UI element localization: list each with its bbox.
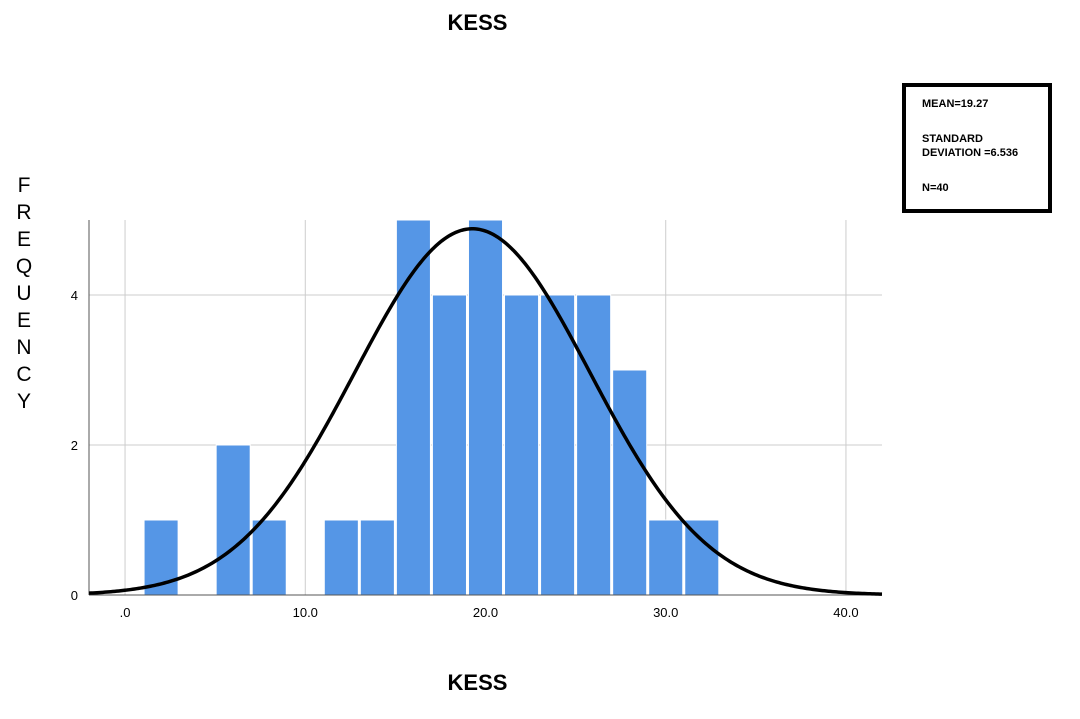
histogram-bar <box>215 444 251 596</box>
stats-std-line2: DEVIATION =6.536 <box>922 147 1019 159</box>
histogram-bar <box>612 369 648 596</box>
stats-mean: MEAN=19.27 <box>922 98 989 110</box>
histogram-bar <box>504 294 540 596</box>
histogram-bar <box>467 219 504 596</box>
histogram-bar <box>540 294 576 596</box>
y-axis-label-letter: R <box>16 201 32 224</box>
x-tick-label: 20.0 <box>473 605 498 620</box>
chart-title: KESS <box>447 10 508 35</box>
histogram-bar <box>648 519 684 596</box>
y-axis-label-letter: Q <box>15 255 33 278</box>
histogram-bar <box>395 219 431 596</box>
y-axis-label-letter: N <box>16 336 32 359</box>
x-tick-label: 10.0 <box>293 605 318 620</box>
y-tick-label: 2 <box>71 438 78 453</box>
x-tick-label: 40.0 <box>833 605 858 620</box>
histogram-bar <box>323 519 359 596</box>
x-tick-label: .0 <box>120 605 131 620</box>
stats-n: N=40 <box>922 182 949 194</box>
histogram-bar <box>431 294 467 596</box>
y-axis-label-letter: C <box>16 363 32 386</box>
y-axis-label-letter: Y <box>16 390 31 413</box>
x-axis-label: KESS <box>447 670 508 695</box>
histogram-bar <box>359 519 395 596</box>
histogram-bar <box>576 294 612 596</box>
histogram-bar <box>684 519 720 596</box>
y-tick-label: 0 <box>71 588 78 603</box>
y-axis-label-letter: U <box>16 282 32 305</box>
y-axis-label-letter: E <box>16 309 31 332</box>
histogram-bar <box>251 519 287 596</box>
x-tick-label: 30.0 <box>653 605 678 620</box>
stats-std-line1: STANDARD <box>922 133 983 145</box>
y-tick-label: 4 <box>71 288 78 303</box>
y-axis-label-letter: F <box>17 174 31 197</box>
normal-curve <box>88 227 883 596</box>
y-axis-label: F R E Q U E N C Y <box>10 172 38 415</box>
y-axis-label-letter: E <box>16 228 31 251</box>
statistics-box: MEAN=19.27 STANDARD DEVIATION =6.536 N=4… <box>902 83 1052 213</box>
